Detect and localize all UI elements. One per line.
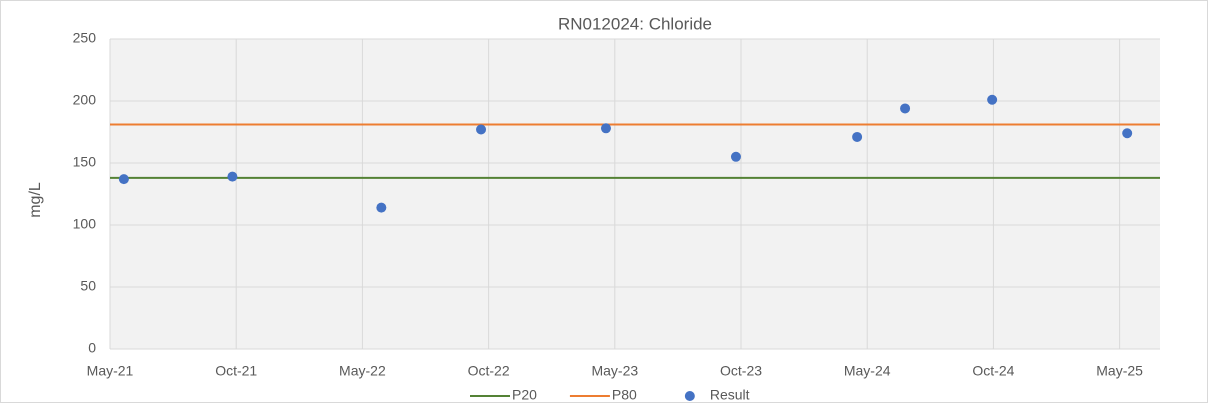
data-point [227,171,238,182]
y-tick-label: 100 [73,216,97,232]
legend-label: P80 [612,387,637,403]
data-point [900,103,911,114]
x-tick-label: Oct-24 [972,363,1014,379]
x-tick-label: May-23 [591,363,638,379]
y-tick-label: 200 [73,92,97,108]
data-point [476,124,487,135]
y-tick-label: 150 [73,154,97,170]
legend-label: Result [710,387,750,403]
x-tick-label: May-25 [1096,363,1143,379]
data-point [987,94,998,105]
data-point [852,131,863,142]
y-axis-label: mg/L [27,182,44,218]
data-point [730,151,741,162]
x-tick-label: Oct-22 [468,363,510,379]
legend-label: P20 [512,387,537,403]
y-tick-label: 0 [88,340,96,356]
data-point [376,202,387,213]
legend-swatch [684,391,695,401]
x-tick-label: May-21 [87,363,134,379]
x-tick-label: May-22 [339,363,386,379]
y-tick-label: 250 [73,30,97,46]
data-point [118,174,129,185]
x-tick-label: Oct-23 [720,363,762,379]
chart-title: RN012024: Chloride [558,14,712,33]
data-point [600,123,611,134]
data-point [1122,128,1133,139]
x-tick-label: May-24 [844,363,891,379]
plot-area [110,39,1160,349]
x-tick-label: Oct-21 [215,363,257,379]
y-tick-label: 50 [80,278,96,294]
